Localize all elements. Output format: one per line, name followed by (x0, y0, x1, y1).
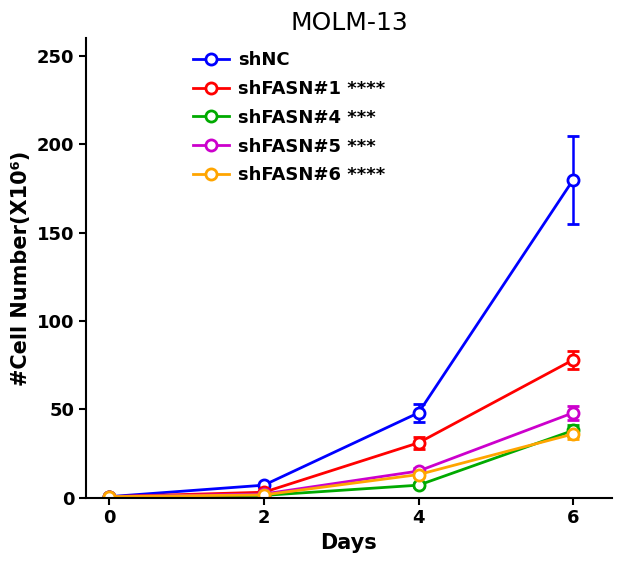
Title: MOLM-13: MOLM-13 (290, 11, 408, 35)
Y-axis label: #Cell Number(X10⁶): #Cell Number(X10⁶) (11, 151, 31, 386)
X-axis label: Days: Days (321, 533, 378, 553)
Legend: shNC, shFASN#1 ****, shFASN#4 ***, shFASN#5 ***, shFASN#6 ****: shNC, shFASN#1 ****, shFASN#4 ***, shFAS… (189, 47, 389, 188)
